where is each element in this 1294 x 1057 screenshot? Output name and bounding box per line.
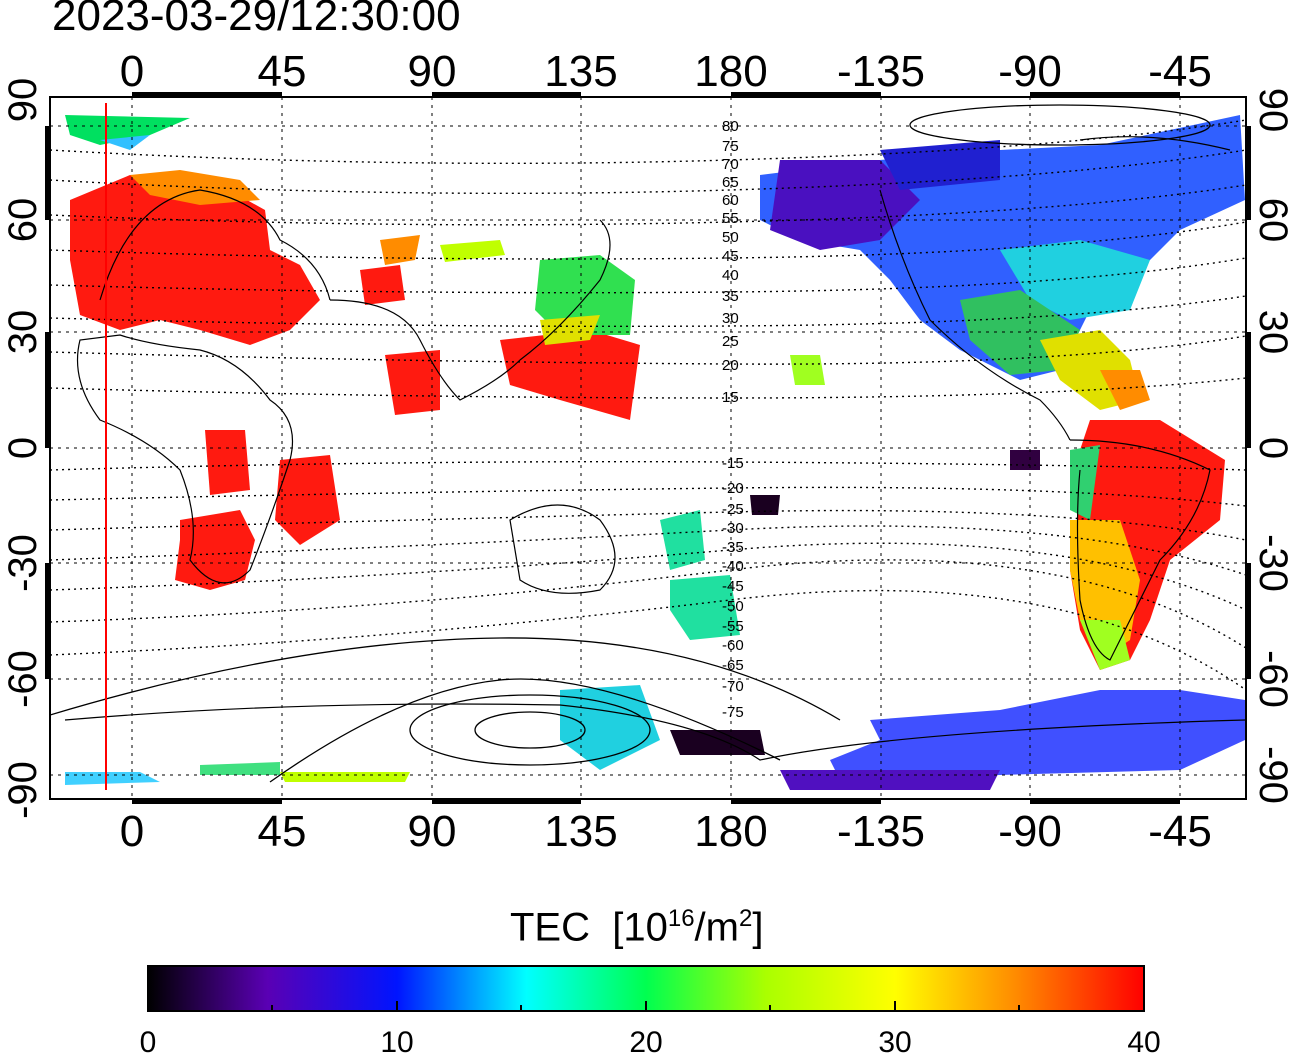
contour-label: -30 bbox=[722, 520, 744, 537]
contour-label: 45 bbox=[722, 248, 739, 265]
contour-labels: 80 75 70 65 60 55 50 45 40 35 30 25 20 1… bbox=[722, 118, 744, 721]
contour-label: -40 bbox=[722, 558, 744, 575]
coastlines bbox=[64, 136, 1246, 761]
graticule bbox=[50, 97, 1246, 799]
unit-prefix: [10 bbox=[612, 905, 668, 950]
timestamp-title: 2023-03-29/12:30:00 bbox=[52, 0, 461, 40]
lon-tick-label: -45 bbox=[1148, 47, 1212, 96]
contour-label: -55 bbox=[722, 618, 744, 635]
lon-tick-label: 90 bbox=[408, 47, 457, 96]
lat-tick-label: 30 bbox=[1251, 310, 1294, 355]
lat-tick-label: -60 bbox=[1251, 650, 1294, 708]
contour-label: 65 bbox=[722, 174, 739, 191]
contour-label: -15 bbox=[722, 455, 744, 472]
contour-label: -70 bbox=[722, 678, 744, 695]
quantity-label: TEC bbox=[510, 905, 590, 950]
lat-tick-label: 0 bbox=[1, 437, 45, 459]
unit-mid: /m bbox=[694, 905, 739, 950]
lat-ticks-right: 90 60 30 0 -30 -60 -90 bbox=[1251, 88, 1294, 804]
contour-label: 40 bbox=[722, 267, 739, 284]
lon-tick-label: 45 bbox=[258, 47, 307, 96]
contour-label: -25 bbox=[722, 501, 744, 518]
unit-suffix: ] bbox=[752, 905, 764, 950]
magnetic-latitude-contours bbox=[50, 119, 1246, 691]
lon-tick-label: -90 bbox=[998, 807, 1062, 856]
contour-label: 35 bbox=[722, 288, 739, 305]
colorbar-label: 40 bbox=[1127, 1026, 1160, 1057]
contour-label: -35 bbox=[722, 539, 744, 556]
lon-tick-label: 180 bbox=[694, 47, 767, 96]
contour-label: 80 bbox=[722, 118, 739, 135]
contour-label: -20 bbox=[722, 480, 744, 497]
unit-exponent-2: 2 bbox=[738, 905, 753, 932]
lon-ticks-bottom: 0 45 90 135 180 -135 -90 -45 bbox=[120, 807, 1212, 856]
lat-tick-label: 60 bbox=[1251, 198, 1294, 243]
lat-tick-label: -60 bbox=[1, 650, 45, 708]
lon-tick-label: 135 bbox=[544, 47, 617, 96]
contour-label: 30 bbox=[722, 310, 739, 327]
lon-tick-label: 90 bbox=[408, 807, 457, 856]
lon-tick-label: 180 bbox=[694, 807, 767, 856]
lon-tick-label: 0 bbox=[120, 807, 144, 856]
lat-tick-label: 60 bbox=[1, 198, 45, 243]
contour-label: 60 bbox=[722, 192, 739, 209]
contour-label: -45 bbox=[722, 578, 744, 595]
lat-tick-label: 90 bbox=[1251, 88, 1294, 133]
contour-label: -75 bbox=[722, 704, 744, 721]
colorbar-labels: 0 10 20 30 40 bbox=[140, 1026, 1161, 1057]
lat-tick-label: -30 bbox=[1251, 534, 1294, 592]
lon-tick-label: -135 bbox=[837, 47, 925, 96]
colorbar-ticks bbox=[271, 1001, 1020, 1011]
contour-label: -50 bbox=[722, 598, 744, 615]
lon-tick-label: -135 bbox=[837, 807, 925, 856]
lat-tick-label: -90 bbox=[1, 761, 45, 819]
contour-label: 55 bbox=[722, 210, 739, 227]
contour-label: 50 bbox=[722, 229, 739, 246]
lat-tick-label: 90 bbox=[1, 78, 45, 123]
colorbar-label: 30 bbox=[878, 1026, 911, 1057]
lon-tick-label: 135 bbox=[544, 807, 617, 856]
auroral-contours bbox=[50, 104, 1211, 783]
lat-tick-label: 30 bbox=[1, 310, 45, 355]
lon-tick-label: -45 bbox=[1148, 807, 1212, 856]
lon-tick-label: -90 bbox=[998, 47, 1062, 96]
unit-exponent: 16 bbox=[667, 905, 695, 932]
colorbar-title: TEC [1016/m2] bbox=[510, 905, 763, 950]
lon-tick-label: 0 bbox=[120, 47, 144, 96]
contour-label: -60 bbox=[722, 637, 744, 654]
contour-label: 25 bbox=[722, 333, 739, 350]
lat-tick-label: 0 bbox=[1251, 437, 1294, 459]
contour-label: 70 bbox=[722, 156, 739, 173]
contour-label: -65 bbox=[722, 657, 744, 674]
lat-tick-label: -90 bbox=[1251, 746, 1294, 804]
lat-ticks-left: 90 60 30 0 -30 -60 -90 bbox=[1, 78, 45, 819]
contour-label: 20 bbox=[722, 357, 739, 374]
frame-ticks bbox=[45, 92, 1251, 804]
colorbar-label: 10 bbox=[380, 1026, 413, 1057]
colorbar-label: 20 bbox=[629, 1026, 662, 1057]
lon-tick-label: 45 bbox=[258, 807, 307, 856]
tec-data-layer bbox=[65, 115, 1245, 790]
contour-label: 75 bbox=[722, 138, 739, 155]
lon-ticks-top: 0 45 90 135 180 -135 -90 -45 bbox=[120, 47, 1212, 96]
lat-tick-label: -30 bbox=[1, 534, 45, 592]
colorbar-label: 0 bbox=[140, 1026, 157, 1057]
contour-label: 15 bbox=[722, 389, 739, 406]
